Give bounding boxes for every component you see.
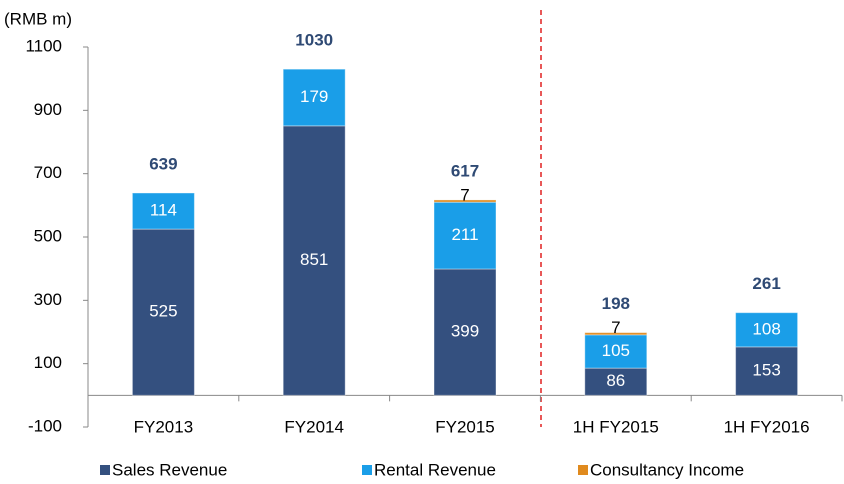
segment-label: 108 [752, 319, 780, 338]
segment-label: 153 [752, 361, 780, 380]
bar-segment [584, 332, 648, 336]
bar-segment [131, 192, 195, 230]
segment-label: 114 [150, 201, 177, 220]
bar-segment [433, 201, 497, 270]
bar-segment [131, 228, 195, 396]
segment-label: 211 [451, 225, 478, 244]
total-label: 1030 [295, 31, 333, 50]
total-label: 639 [149, 154, 177, 173]
segment-label: 7 [611, 318, 620, 337]
legend-swatch [578, 465, 588, 475]
legend-swatch [362, 465, 372, 475]
segment-label: 105 [602, 341, 630, 360]
y-tick-label: 100 [34, 353, 62, 372]
y-tick-label: 500 [34, 226, 62, 245]
x-tick-label: 1H FY2015 [573, 417, 659, 436]
bar-segment [433, 199, 497, 203]
bar-segment [282, 68, 346, 127]
x-tick-label: FY2015 [435, 417, 495, 436]
y-tick-label: 700 [34, 163, 62, 182]
total-label: 617 [451, 161, 479, 180]
y-tick-label: 300 [34, 290, 62, 309]
segment-label: 7 [460, 185, 469, 204]
bar-segment [584, 334, 648, 369]
y-axis-label: (RMB m) [4, 9, 72, 28]
x-tick-label: 1H FY2016 [724, 417, 810, 436]
y-tick-label: 900 [34, 100, 62, 119]
segment-label: 399 [451, 322, 479, 341]
legend-label: Consultancy Income [590, 460, 744, 479]
segment-label: 851 [300, 250, 328, 269]
total-label: 198 [602, 294, 630, 313]
segment-label: 86 [606, 371, 625, 390]
y-tick-label: 1100 [25, 36, 62, 55]
bar-segment [282, 125, 346, 396]
legend-swatch [100, 465, 110, 475]
legend-label: Sales Revenue [112, 460, 227, 479]
segment-label: 179 [300, 87, 328, 106]
y-tick-label: -100 [28, 416, 62, 435]
x-tick-label: FY2014 [284, 417, 344, 436]
x-tick-label: FY2013 [134, 417, 194, 436]
bar-segment [735, 312, 799, 348]
legend-label: Rental Revenue [374, 460, 496, 479]
total-label: 261 [752, 274, 780, 293]
segment-label: 525 [149, 302, 177, 321]
